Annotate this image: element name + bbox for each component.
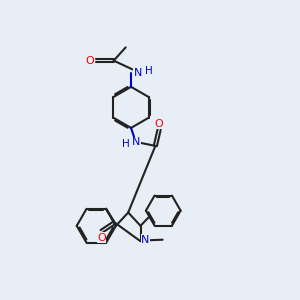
Text: N: N: [134, 68, 142, 78]
Text: N: N: [141, 235, 149, 245]
Text: N: N: [132, 137, 140, 147]
Text: O: O: [85, 56, 94, 66]
Text: O: O: [155, 119, 164, 129]
Text: H: H: [122, 139, 130, 149]
Text: H: H: [145, 66, 152, 76]
Text: O: O: [97, 233, 106, 243]
